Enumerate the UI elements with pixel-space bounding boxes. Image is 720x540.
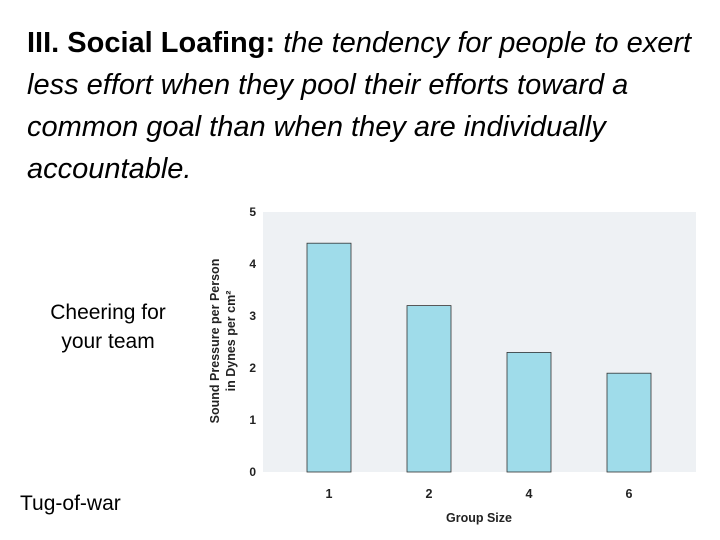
x-tick-label: 4: [526, 487, 533, 501]
y-tick-label: 2: [249, 361, 256, 375]
y-axis-label-line2: in Dynes per cm²: [224, 291, 238, 392]
y-axis-label-line1: Sound Pressure per Person: [208, 259, 222, 424]
bars: [306, 242, 652, 473]
bar-chart: 0 1 2 3 4 5 1 2 4 6 Sound Pressure per Person in…: [208, 205, 696, 525]
x-tick-label: 2: [426, 487, 433, 501]
y-tick-label: 5: [249, 205, 256, 219]
bar-group-size-2: [406, 305, 452, 473]
y-tick-label: 4: [249, 257, 256, 271]
bar-group-size-6: [606, 372, 652, 473]
tug-of-war-label: Tug-of-war: [20, 492, 121, 515]
cheering-label: Cheering for your team: [50, 301, 166, 353]
title-lead: III. Social Loafing:: [27, 27, 276, 59]
bar-group-size-1: [306, 242, 352, 473]
x-axis-ticks: 1 2 4 6: [326, 487, 633, 501]
x-tick-label: 1: [326, 487, 333, 501]
slide-title: III. Social Loafing: the tendency for pe…: [27, 22, 707, 190]
title-definition: the tendency for people to exert less ef…: [27, 27, 692, 185]
y-tick-label: 1: [249, 413, 256, 427]
x-tick-label: 6: [626, 487, 633, 501]
y-axis-ticks: 0 1 2 3 4 5: [249, 205, 256, 479]
y-tick-label: 3: [249, 309, 256, 323]
bar-group-size-4: [506, 351, 552, 473]
y-tick-label: 0: [249, 465, 256, 479]
x-axis-label: Group Size: [446, 511, 512, 525]
